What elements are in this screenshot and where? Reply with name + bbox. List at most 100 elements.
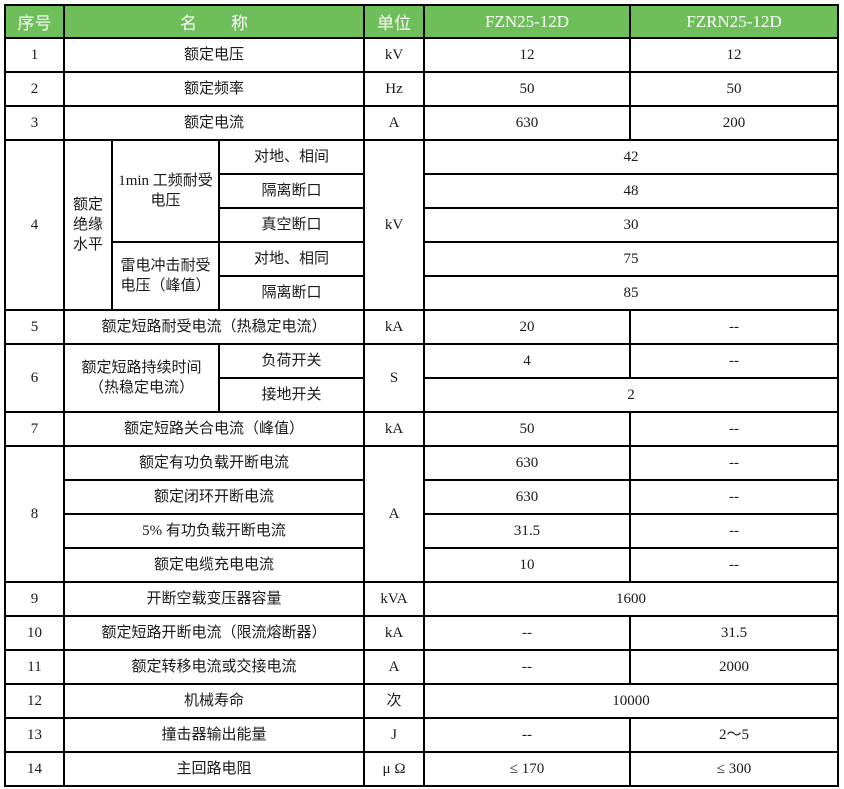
table-row: 10 额定短路开断电流（限流熔断器） kA -- 31.5: [4, 615, 840, 651]
value-cell-model2: ≤ 300: [629, 751, 840, 787]
table-row: 13 撞击器输出能量 J -- 2～5: [4, 717, 840, 753]
value-cell-model1: 4: [423, 343, 632, 379]
merged-value-cell: 75: [423, 241, 840, 277]
row-name-cell: 额定频率: [62, 71, 366, 107]
table-row: 3 额定电流 A 630 200: [4, 105, 840, 141]
value-cell-model1: 20: [423, 309, 632, 345]
value-cell-model2: --: [629, 343, 840, 379]
row-no-cell: 12: [4, 683, 65, 719]
unit-cell: kA: [363, 411, 426, 447]
row-no-cell: 13: [4, 717, 65, 753]
header-col-name: 名 称: [62, 4, 366, 39]
row-name-cell: 额定短路开断电流（限流熔断器）: [62, 615, 366, 651]
table-row: 真空断口 30: [5, 207, 840, 243]
value-cell-model2: --: [629, 445, 840, 481]
merged-value-cell: 1600: [423, 581, 840, 617]
sub-name-cell: 5% 有功负载开断电流: [62, 513, 366, 549]
table-row: 11 额定转移电流或交接电流 A -- 2000: [4, 649, 840, 685]
row-name-cell: 额定短路耐受电流（热稳定电流）: [62, 309, 366, 345]
power-frequency-label: 1min 工频耐受电压: [111, 139, 220, 243]
merged-value-cell: 30: [423, 207, 840, 243]
table-row: 5 额定短路耐受电流（热稳定电流） kA 20 --: [4, 309, 840, 345]
value-cell-model2: 2000: [629, 649, 840, 685]
row-name-cell: 额定转移电流或交接电流: [62, 649, 366, 685]
table-row: 7 额定短路关合电流（峰值） kA 50 --: [4, 411, 840, 447]
row-no-cell: 7: [4, 411, 65, 447]
unit-cell: μ Ω: [363, 751, 426, 787]
table-row: 额定闭环开断电流 630 --: [5, 479, 840, 515]
value-cell-model1: 630: [423, 105, 632, 141]
row-no-cell: 1: [4, 37, 65, 73]
sub-item-cell: 接地开关: [217, 377, 366, 413]
row-name-cell: 撞击器输出能量: [62, 717, 366, 753]
row-name-cell: 额定短路持续时间（热稳定电流）: [63, 343, 220, 413]
merged-value-cell: 85: [423, 275, 840, 311]
value-cell-model2: 31.5: [629, 615, 840, 651]
sub-name-cell: 额定有功负载开断电流: [62, 445, 366, 481]
sub-item-cell: 真空断口: [217, 207, 366, 243]
row-name-cell: 额定电压: [62, 37, 366, 73]
unit-cell: S: [363, 343, 426, 413]
value-cell-model1: 630: [423, 479, 632, 515]
table-row: 1 额定电压 kV 12 12: [4, 37, 840, 73]
row-no-cell: 9: [4, 581, 65, 617]
sub-name-cell: 额定电缆充电电流: [62, 547, 366, 583]
value-cell-model2: --: [629, 513, 840, 549]
merged-value-cell: 10000: [423, 683, 840, 719]
row-no-cell: 11: [4, 649, 65, 685]
row-name-cell: 主回路电阻: [62, 751, 366, 787]
row-no-cell: 8: [4, 445, 65, 583]
table-row: 隔离断口 48: [5, 173, 840, 209]
value-cell-model1: ≤ 170: [423, 751, 632, 787]
unit-cell: A: [363, 649, 426, 685]
table-row: 5% 有功负载开断电流 31.5 --: [5, 513, 840, 549]
sub-item-cell: 隔离断口: [217, 173, 366, 209]
table-row: 9 开断空载变压器容量 kVA 1600: [4, 581, 840, 617]
spec-table: 序号 名 称 单位 FZN25-12D FZRN25-12D 1 额定电压 kV…: [4, 4, 840, 787]
unit-cell: 次: [363, 683, 426, 719]
value-cell-model2: --: [629, 309, 840, 345]
value-cell-model1: 630: [423, 445, 632, 481]
table-row: 接地开关 2: [5, 377, 840, 413]
table-row: 2 额定频率 Hz 50 50: [4, 71, 840, 107]
row-no-cell: 4: [4, 139, 65, 311]
table-row: 6 额定短路持续时间（热稳定电流） 负荷开关 S 4 --: [4, 343, 840, 413]
merged-value-cell: 2: [423, 377, 840, 413]
value-cell-model2: --: [629, 411, 840, 447]
unit-cell: kA: [363, 309, 426, 345]
table-row: 4 额定绝缘水平 1min 工频耐受电压 对地、相间 kV 42: [4, 139, 840, 311]
unit-cell: kV: [363, 37, 426, 73]
table-row: 14 主回路电阻 μ Ω ≤ 170 ≤ 300: [4, 751, 840, 787]
value-cell-model1: --: [423, 649, 632, 685]
row-name-cell: 开断空载变压器容量: [62, 581, 366, 617]
value-cell-model1: --: [423, 717, 632, 753]
value-cell-model1: 10: [423, 547, 632, 583]
insulation-group-label: 额定绝缘水平: [63, 139, 113, 311]
row-no-cell: 6: [4, 343, 65, 413]
unit-cell: Hz: [363, 71, 426, 107]
merged-value-cell: 48: [423, 173, 840, 209]
value-cell-model2: --: [629, 547, 840, 583]
header-col-unit: 单位: [363, 4, 426, 39]
table-row: 12 机械寿命 次 10000: [4, 683, 840, 719]
value-cell-model1: 50: [423, 71, 632, 107]
value-cell-model2: 2～5: [629, 717, 840, 753]
row-name-cell: 额定电流: [62, 105, 366, 141]
row-name-cell: 机械寿命: [62, 683, 366, 719]
value-cell-model2: 200: [629, 105, 840, 141]
value-cell-model1: 12: [423, 37, 632, 73]
value-cell-model1: --: [423, 615, 632, 651]
lightning-impulse-label: 雷电冲击耐受电压（峰值）: [111, 241, 220, 311]
unit-cell: A: [363, 445, 426, 583]
unit-cell: A: [363, 105, 426, 141]
unit-cell: kV: [363, 139, 426, 311]
unit-cell: kVA: [363, 581, 426, 617]
header-col-no: 序号: [4, 4, 65, 39]
row-name-cell: 额定短路关合电流（峰值）: [62, 411, 366, 447]
value-cell-model1: 50: [423, 411, 632, 447]
row-no-cell: 10: [4, 615, 65, 651]
row-no-cell: 5: [4, 309, 65, 345]
value-cell-model2: 50: [629, 71, 840, 107]
sub-item-cell: 对地、相同: [217, 241, 366, 277]
sub-item-cell: 隔离断口: [217, 275, 366, 311]
